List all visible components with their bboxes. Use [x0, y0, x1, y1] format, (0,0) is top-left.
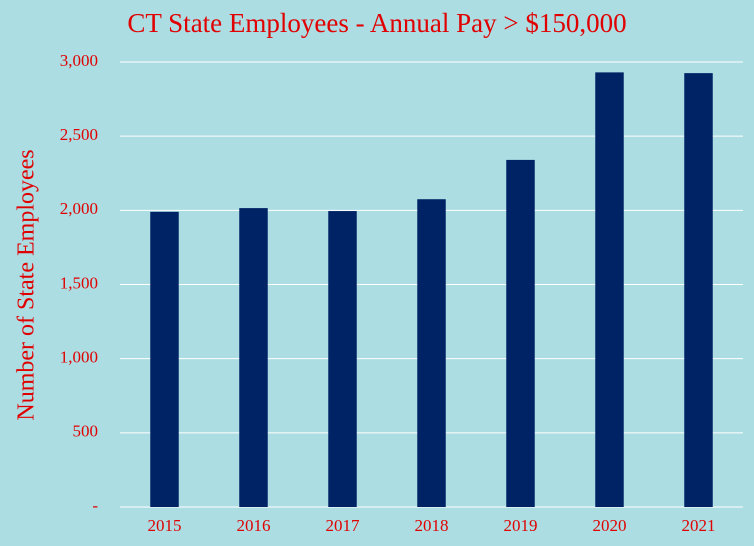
y-axis-label: Number of State Employees: [14, 149, 40, 420]
y-tick-label: 500: [73, 422, 99, 441]
bar: [417, 199, 446, 508]
x-tick-label: 2017: [326, 516, 361, 535]
bar: [506, 159, 535, 507]
x-tick-label: 2021: [682, 516, 716, 535]
y-tick-label: 3,000: [60, 51, 98, 70]
y-tick-label: -: [92, 496, 98, 515]
y-tick-label: 2,000: [60, 199, 98, 218]
y-tick-label: 1,000: [60, 348, 98, 367]
x-tick-label: 2018: [415, 516, 449, 535]
x-tick-label: 2015: [148, 516, 182, 535]
x-tick-label: 2019: [504, 516, 538, 535]
bar: [239, 208, 268, 507]
bar: [150, 211, 179, 508]
chart-title: CT State Employees - Annual Pay > $150,0…: [127, 8, 626, 38]
y-tick-label: 1,500: [60, 273, 98, 292]
x-tick-label: 2020: [593, 516, 627, 535]
bar: [595, 72, 624, 507]
bar: [328, 211, 357, 507]
bar: [684, 73, 713, 507]
x-tick-label: 2016: [237, 516, 271, 535]
y-tick-label: 2,500: [60, 125, 98, 144]
